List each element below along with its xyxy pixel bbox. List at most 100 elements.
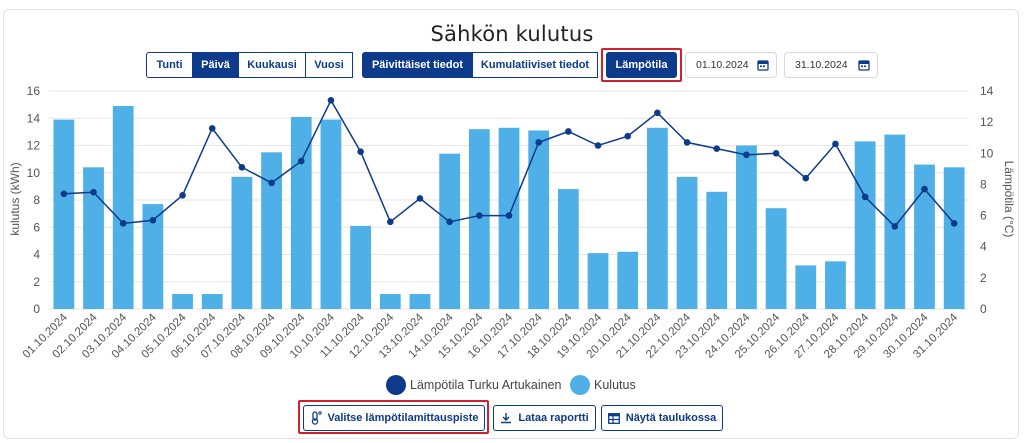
bar xyxy=(320,119,342,309)
y-tick-label-left: 16 xyxy=(27,84,41,98)
temperature-point xyxy=(921,185,928,193)
page-title: Sähkön kulutus xyxy=(430,22,594,46)
bar xyxy=(647,127,668,309)
bar xyxy=(379,294,401,309)
bar xyxy=(676,176,698,309)
bar xyxy=(112,105,134,309)
legend-item-consumption[interactable]: Kulutus xyxy=(570,375,636,395)
temperature-point xyxy=(60,190,68,198)
bar xyxy=(825,261,846,309)
chart-legend: Lämpötila Turku Artukainen Kulutus xyxy=(0,375,1024,395)
legend-item-temperature[interactable]: Lämpötila Turku Artukainen xyxy=(386,375,561,395)
temperature-point xyxy=(683,139,691,146)
bar xyxy=(795,265,817,309)
y-tick-label-right: 0 xyxy=(980,302,987,316)
bar xyxy=(943,167,965,309)
download-icon xyxy=(501,413,512,424)
y-axis-label-left: kulutus (kWh) xyxy=(8,162,22,235)
date-start-value: 01.10.2024 xyxy=(696,59,749,71)
y-tick-label-left: 2 xyxy=(33,275,40,289)
bar xyxy=(261,152,282,309)
y-tick-label-right: 12 xyxy=(980,115,994,129)
temperature-point xyxy=(950,220,958,227)
bar xyxy=(854,141,876,309)
calendar-icon[interactable] xyxy=(757,59,769,71)
select-station-button[interactable]: Valitse lämpötilamittauspiste xyxy=(303,405,485,431)
download-report-label: Lataa raportti xyxy=(518,412,589,424)
bar xyxy=(231,176,253,309)
bar xyxy=(439,153,461,309)
date-start-field[interactable]: 01.10.2024 xyxy=(685,52,777,78)
bar xyxy=(914,164,935,309)
bar xyxy=(765,208,787,309)
temperature-point xyxy=(476,212,483,219)
y-tick-label-left: 10 xyxy=(27,166,41,180)
y-tick-label-right: 10 xyxy=(980,146,994,160)
temperature-point xyxy=(357,148,364,156)
y-tick-label-right: 2 xyxy=(980,271,987,285)
bar xyxy=(409,294,431,309)
legend-label-consumption: Kulutus xyxy=(594,378,636,392)
bar xyxy=(83,167,104,309)
temperature-point xyxy=(119,220,127,227)
temperature-point xyxy=(90,188,97,196)
bar xyxy=(53,119,75,309)
temperature-point xyxy=(772,149,780,157)
show-table-label: Näytä taulukossa xyxy=(625,412,717,424)
temperature-point xyxy=(713,145,721,152)
temperature-point xyxy=(743,151,750,159)
bar xyxy=(706,191,728,309)
highlight-frame xyxy=(298,400,489,434)
legend-swatch-temperature xyxy=(386,375,406,395)
temperature-point xyxy=(327,97,335,104)
date-end-field[interactable]: 31.10.2024 xyxy=(784,52,878,78)
download-report-button[interactable]: Lataa raportti xyxy=(493,405,596,431)
y-tick-label-right: 8 xyxy=(980,177,987,191)
tab-daily-data[interactable]: Päivittäiset tiedot xyxy=(362,52,473,78)
y-tick-label-left: 0 xyxy=(33,302,40,316)
tab-paiva[interactable]: Päivä xyxy=(193,52,239,78)
temperature-point xyxy=(802,174,810,182)
y-tick-label-left: 8 xyxy=(33,193,40,207)
temperature-point xyxy=(565,128,572,135)
y-tick-label-left: 12 xyxy=(27,139,41,153)
date-end-value: 31.10.2024 xyxy=(795,59,848,71)
y-axis-label-right: Lämpötila (°C) xyxy=(1002,161,1016,238)
temperature-point xyxy=(446,218,453,226)
y-tick-label-left: 6 xyxy=(33,220,40,234)
bar xyxy=(884,134,906,309)
select-station-label: Valitse lämpötilamittauspiste xyxy=(327,412,479,424)
show-table-button[interactable]: Näytä taulukossa xyxy=(601,405,723,431)
thermometer-icon xyxy=(311,411,322,425)
bar-series xyxy=(53,105,965,309)
tab-cumulative-data[interactable]: Kumulatiiviset tiedot xyxy=(473,52,598,78)
calendar-icon[interactable] xyxy=(858,59,870,71)
temperature-point xyxy=(416,195,424,202)
bar xyxy=(468,129,490,309)
temperature-point xyxy=(179,192,186,199)
temperature-point xyxy=(861,193,869,201)
temperature-point xyxy=(654,109,661,117)
temperature-point xyxy=(891,223,899,230)
bar xyxy=(142,204,164,309)
legend-swatch-consumption xyxy=(570,375,590,395)
legend-label-temperature: Lämpötila Turku Artukainen xyxy=(410,378,562,392)
bar xyxy=(587,253,609,309)
tab-tunti[interactable]: Tunti xyxy=(146,52,193,78)
temperature-point xyxy=(238,164,246,171)
temperature-series xyxy=(60,97,958,230)
tab-vuosi[interactable]: Vuosi xyxy=(306,52,353,78)
controls-bar: Tunti Päivä Kuukausi Vuosi Päivittäiset … xyxy=(0,48,1024,82)
bar xyxy=(172,294,193,309)
temperature-point xyxy=(624,132,632,140)
temperature-point xyxy=(208,125,216,132)
bar xyxy=(528,130,550,309)
temperature-point xyxy=(268,179,275,187)
tab-kuukausi[interactable]: Kuukausi xyxy=(239,52,306,78)
y-tick-label-left: 14 xyxy=(27,111,41,125)
y-tick-label-right: 4 xyxy=(980,240,987,254)
temperature-button[interactable]: Lämpötila xyxy=(606,52,677,78)
temperature-point xyxy=(297,157,305,165)
temperature-point xyxy=(386,218,394,226)
